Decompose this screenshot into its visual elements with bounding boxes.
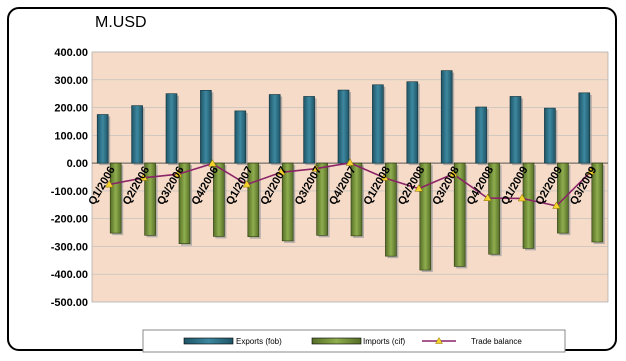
exports-bar xyxy=(578,92,591,164)
exports-bar xyxy=(406,81,419,164)
imports-bar xyxy=(385,162,397,257)
imports-bar xyxy=(247,162,260,238)
exports-bar xyxy=(337,89,350,164)
y-tick-label: 400.00 xyxy=(54,47,88,59)
legend: Exports (fob) Imports (cif) Trade balanc… xyxy=(142,329,566,353)
y-tick-label: -100.00 xyxy=(51,186,88,198)
trade-balance-point xyxy=(517,193,527,202)
imports-bar xyxy=(522,162,535,249)
y-axis: 400.00 300.00 200.00 100.00 0.00 -100.00 -200.… xyxy=(51,47,88,309)
bars xyxy=(96,70,605,273)
legend-swatch-exports xyxy=(183,337,234,345)
y-tick-label: 0.00 xyxy=(67,158,88,170)
trade-balance-line xyxy=(104,158,596,209)
exports-bar xyxy=(509,96,522,164)
imports-bar xyxy=(350,162,363,237)
trade-balance-point xyxy=(173,169,183,178)
y-tick-label: -500.00 xyxy=(51,297,88,309)
imports-bar xyxy=(144,162,156,236)
exports-bar xyxy=(200,90,212,164)
legend-label-trade-balance: Trade balance xyxy=(471,337,522,346)
y-tick-label: 100.00 xyxy=(54,130,88,142)
imports-bar xyxy=(213,162,225,237)
trade-balance-point xyxy=(345,158,355,166)
trade-balance-point xyxy=(414,184,424,192)
trade-balance-point xyxy=(586,167,596,175)
y-tick-label: -300.00 xyxy=(51,241,88,253)
imports-bar xyxy=(557,162,569,234)
trade-balance-point xyxy=(311,164,320,172)
trade-balance-point xyxy=(276,167,286,176)
imports-bar xyxy=(316,162,328,236)
imports-bar xyxy=(488,162,500,255)
trade-balance-point xyxy=(104,179,114,188)
trade-balance-point xyxy=(242,179,252,188)
exports-bar xyxy=(268,94,281,164)
trade-balance-point xyxy=(448,169,458,177)
imports-bar xyxy=(419,162,432,271)
legend-swatch-imports xyxy=(311,337,362,345)
exports-bar xyxy=(544,107,556,164)
exports-bar xyxy=(234,110,247,164)
exports-bar xyxy=(372,84,384,164)
imports-bar xyxy=(453,162,466,267)
trade-balance-point xyxy=(483,193,492,201)
imports-bar xyxy=(281,162,294,242)
exports-bar xyxy=(96,114,109,164)
imports-bar xyxy=(178,162,191,244)
y-tick-label: 200.00 xyxy=(54,103,88,115)
exports-bar xyxy=(303,96,315,164)
unit-label: M.USD xyxy=(95,14,147,31)
imports-bar xyxy=(109,162,122,234)
legend-label-exports: Exports (fob) xyxy=(236,337,282,346)
exports-bar xyxy=(165,93,178,164)
y-tick-label: -400.00 xyxy=(51,269,88,281)
exports-bar xyxy=(440,70,453,164)
trade-balance-point xyxy=(552,201,561,209)
y-tick-label: 300.00 xyxy=(54,75,88,87)
trade-balance-point xyxy=(208,159,217,167)
y-tick-label: -200.00 xyxy=(51,214,88,226)
trade-balance-point xyxy=(139,173,148,181)
exports-bar xyxy=(475,106,487,164)
legend-label-imports: Imports (cif) xyxy=(363,337,406,346)
exports-bar xyxy=(131,105,143,164)
legend-marker-trade-balance xyxy=(435,337,443,344)
imports-bar xyxy=(591,162,604,243)
trade-balance-point xyxy=(380,173,389,181)
